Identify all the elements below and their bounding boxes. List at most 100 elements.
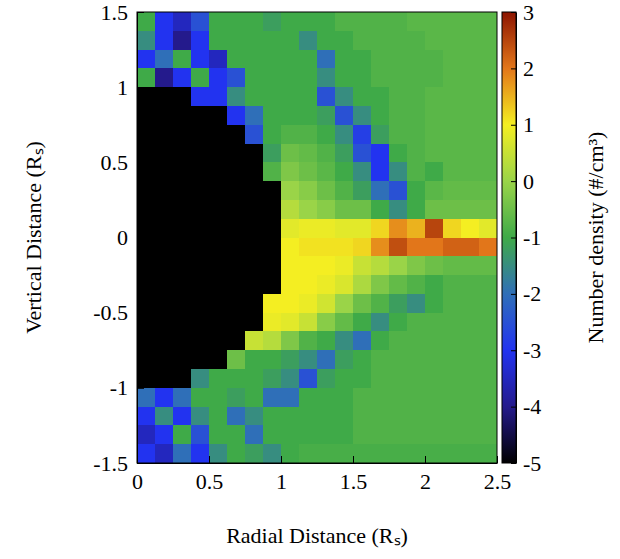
planet-cell xyxy=(227,331,246,350)
tick-mark xyxy=(511,68,516,69)
density-cell xyxy=(407,200,426,219)
density-cell xyxy=(281,200,300,219)
density-cell xyxy=(137,388,156,407)
density-cell xyxy=(425,219,444,238)
tick: 1 xyxy=(117,75,144,100)
density-cell xyxy=(425,87,444,106)
density-cell xyxy=(371,181,390,200)
density-cell xyxy=(353,313,372,332)
planet-cell xyxy=(191,144,210,163)
density-cell xyxy=(389,238,408,257)
tick: -1 xyxy=(511,225,541,250)
planet-cell xyxy=(191,256,210,275)
density-cell xyxy=(443,144,462,163)
tick-mark xyxy=(511,12,516,13)
planet-cell xyxy=(137,181,156,200)
density-cell xyxy=(137,50,156,69)
density-cell xyxy=(407,144,426,163)
tick: -5 xyxy=(511,451,541,476)
planet-cell xyxy=(155,144,174,163)
planet-cell xyxy=(245,275,264,294)
planet-cell xyxy=(209,106,228,125)
planet-cell xyxy=(227,125,246,144)
density-cell xyxy=(227,106,246,125)
density-cell xyxy=(245,388,264,407)
planet-cell xyxy=(155,181,174,200)
density-cell xyxy=(317,87,336,106)
tick-label: -0.5 xyxy=(93,300,128,325)
density-cell xyxy=(191,407,210,426)
tick: 1.5 xyxy=(340,456,368,494)
density-cell xyxy=(281,275,300,294)
planet-cell xyxy=(209,144,228,163)
density-cell xyxy=(443,444,462,463)
density-cell xyxy=(389,407,408,426)
density-cell xyxy=(461,256,480,275)
density-cell xyxy=(335,256,354,275)
tick-mark xyxy=(353,456,354,463)
density-cell xyxy=(227,31,246,50)
density-cell xyxy=(425,200,444,219)
density-cell xyxy=(425,125,444,144)
tick: 3 xyxy=(511,0,534,25)
tick: -3 xyxy=(511,338,541,363)
colorbar-title: Number density (#/cm³) xyxy=(583,132,608,344)
planet-cell xyxy=(209,219,228,238)
density-cell xyxy=(479,162,497,181)
density-cell xyxy=(443,369,462,388)
planet-cell xyxy=(155,238,174,257)
density-cell xyxy=(245,369,264,388)
planet-cell xyxy=(137,275,156,294)
density-cell xyxy=(155,50,174,69)
density-cell xyxy=(335,238,354,257)
density-cell xyxy=(137,444,156,463)
density-cell xyxy=(389,219,408,238)
density-cell xyxy=(407,388,426,407)
density-cell xyxy=(371,50,390,69)
density-cell xyxy=(209,87,228,106)
density-cell xyxy=(281,238,300,257)
density-cell xyxy=(407,87,426,106)
density-cell xyxy=(407,12,426,31)
axis-line xyxy=(516,13,517,464)
density-cell xyxy=(479,444,497,463)
y-axis: -1.5-1-0.500.511.5 xyxy=(93,0,144,476)
density-cell xyxy=(263,369,282,388)
tick: 0.5 xyxy=(196,456,224,494)
density-cell xyxy=(353,106,372,125)
density-cell xyxy=(479,31,497,50)
planet-cell xyxy=(245,313,264,332)
density-cell xyxy=(371,144,390,163)
density-cell xyxy=(299,200,318,219)
planet-cell xyxy=(191,350,210,369)
planet-cell xyxy=(191,331,210,350)
density-cell xyxy=(173,444,192,463)
density-cell xyxy=(299,87,318,106)
density-cell xyxy=(425,50,444,69)
planet-cell xyxy=(191,200,210,219)
tick-mark xyxy=(137,388,144,389)
density-cell xyxy=(191,87,210,106)
tick-mark xyxy=(137,238,144,239)
tick-mark xyxy=(511,407,516,408)
density-cell xyxy=(281,68,300,87)
density-cell xyxy=(407,50,426,69)
planet-cell xyxy=(155,369,174,388)
planet-cell xyxy=(209,256,228,275)
density-cell xyxy=(263,50,282,69)
density-cell xyxy=(479,256,497,275)
density-cell xyxy=(335,68,354,87)
density-cell xyxy=(443,238,462,257)
tick-mark xyxy=(511,350,516,351)
planet-cell xyxy=(137,144,156,163)
density-cell xyxy=(443,50,462,69)
density-cell xyxy=(479,87,497,106)
planet-cell xyxy=(191,219,210,238)
density-cell xyxy=(263,31,282,50)
density-cell xyxy=(479,313,497,332)
density-cell xyxy=(443,425,462,444)
density-cell xyxy=(317,144,336,163)
density-cell xyxy=(461,313,480,332)
density-cell xyxy=(281,256,300,275)
density-cell xyxy=(263,87,282,106)
